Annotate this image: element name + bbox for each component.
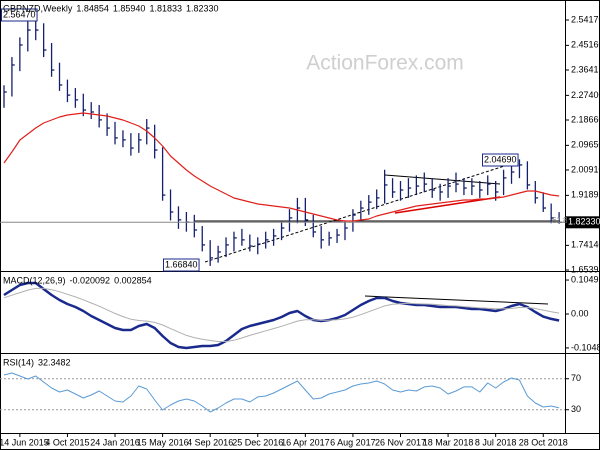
header-value: 0.002854	[114, 275, 152, 285]
x-tick-label: 4 Oct 2015	[45, 437, 89, 447]
x-tick-label: 15 May 2016	[137, 437, 189, 447]
annotation: 2.56470	[3, 9, 36, 19]
indicator-line	[3, 287, 560, 342]
x-tick-label: 18 Mar 2018	[423, 437, 474, 447]
trend-line	[394, 196, 501, 214]
x-tick-label: 24 Jan 2016	[90, 437, 140, 447]
current-price-box	[566, 216, 600, 229]
x-tick-label: 28 Oct 2018	[519, 437, 568, 447]
y-tick-label: 2.36415	[571, 64, 600, 74]
y-tick-label: 0.104962	[571, 274, 600, 284]
panel-title: GBPNZD,Weekly	[3, 3, 73, 13]
x-tick-label: 4 Sep 2016	[187, 437, 233, 447]
annotation: 1.66840	[165, 259, 198, 269]
indicator-line	[3, 372, 560, 413]
y-tick-label: 2.00910	[571, 164, 600, 174]
y-tick-label: 30	[571, 404, 581, 414]
macd-trend-line	[364, 295, 549, 305]
annotation: 61.8	[552, 216, 568, 225]
indicator-line	[3, 281, 560, 350]
panel-title: MACD(12,26,9)	[3, 275, 66, 285]
y-tick-label: 2.18660	[571, 114, 600, 124]
header-value: 1.81833	[149, 3, 182, 13]
y-tick-label: 0.00	[571, 308, 589, 318]
watermark: ActionForex.com	[306, 52, 464, 75]
header-value: 1.82330	[186, 3, 219, 13]
moving-average	[3, 112, 560, 222]
y-tick-label: 2.54170	[571, 14, 600, 24]
annotation: 2.04690	[484, 154, 517, 164]
y-tick-label: 2.45160	[571, 40, 600, 50]
x-tick-label: 26 Nov 2017	[375, 437, 426, 447]
annotation-box	[482, 153, 519, 167]
current-price-label: 1.82330	[568, 217, 600, 227]
header-value: 1.85940	[113, 3, 146, 13]
trend-line	[384, 174, 501, 185]
y-tick-label: 70	[571, 373, 581, 383]
header-value: 1.84854	[76, 3, 109, 13]
y-tick-label: 1.65395	[571, 264, 600, 274]
y-tick-label: 1.74140	[571, 240, 600, 250]
x-tick-label: 16 Apr 2017	[281, 437, 330, 447]
x-tick-label: 8 Jul 2018	[475, 437, 517, 447]
y-tick-label: 1.91895	[571, 190, 600, 200]
y-tick-label: -0.104804	[571, 342, 600, 352]
header-value: -0.020092	[70, 275, 111, 285]
annotation-box	[163, 258, 200, 272]
header-value: 32.3482	[38, 357, 71, 367]
y-tick-label: 2.09650	[571, 140, 600, 150]
annotation-box	[1, 8, 38, 22]
panel-title: RSI(14)	[3, 357, 34, 367]
y-tick-label: 2.27400	[571, 90, 600, 100]
x-tick-label: 6 Aug 2017	[330, 437, 376, 447]
trend-line	[204, 160, 521, 263]
x-tick-label: 25 Dec 2016	[232, 437, 283, 447]
x-tick-label: 14 Jun 2015	[0, 437, 49, 447]
